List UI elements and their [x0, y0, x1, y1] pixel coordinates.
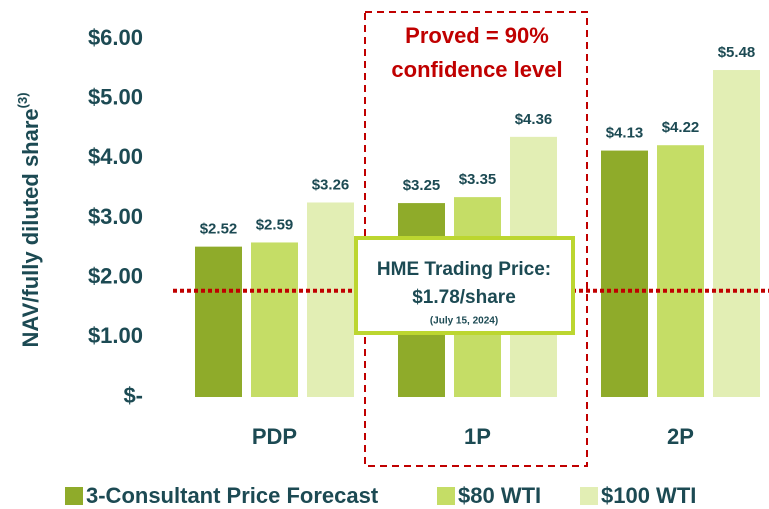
- x-tick-label: PDP: [252, 424, 297, 449]
- y-tick-label: $1.00: [88, 323, 143, 348]
- value-label: $4.22: [662, 119, 700, 136]
- value-label: $3.26: [312, 176, 350, 193]
- legend-label: 3-Consultant Price Forecast: [86, 483, 379, 508]
- value-label: $5.48: [718, 44, 756, 61]
- legend-swatch: [580, 487, 598, 505]
- value-label: $3.25: [403, 177, 441, 194]
- y-axis-title-text: NAV/fully diluted share: [18, 108, 43, 347]
- y-axis-title: NAV/fully diluted share(3): [15, 92, 42, 347]
- bar: [713, 70, 760, 397]
- bar: [307, 202, 354, 397]
- legend-swatch: [437, 487, 455, 505]
- price-label: $1.78/share: [412, 287, 516, 308]
- legend-label: $100 WTI: [601, 483, 696, 508]
- x-tick-label: 1P: [464, 424, 491, 449]
- price-note: (July 15, 2024): [430, 316, 498, 327]
- y-tick-label: $5.00: [88, 84, 143, 109]
- y-tick-label: $3.00: [88, 204, 143, 229]
- annotation: confidence level: [391, 57, 562, 82]
- bar: [657, 145, 704, 397]
- price-box: [354, 236, 575, 335]
- proved-box: [364, 11, 588, 467]
- price-title: HME Trading Price:: [377, 259, 551, 280]
- legend-label: $80 WTI: [458, 483, 541, 508]
- y-tick-label: $2.00: [88, 263, 143, 288]
- legend-swatch: [65, 487, 83, 505]
- value-label: $4.13: [606, 125, 644, 142]
- value-label: $2.59: [256, 216, 294, 233]
- y-tick-label: $6.00: [88, 25, 143, 50]
- value-label: $3.35: [459, 171, 497, 188]
- y-tick-label: $4.00: [88, 144, 143, 169]
- bar: [195, 246, 242, 397]
- bar: [601, 150, 648, 397]
- bar: [251, 242, 298, 397]
- value-label: $2.52: [200, 221, 238, 238]
- y-tick-label: $-: [123, 383, 143, 408]
- annotation: Proved = 90%: [405, 23, 549, 48]
- value-label: $4.36: [515, 111, 553, 128]
- x-tick-label: 2P: [667, 424, 694, 449]
- y-axis-title-sup: (3): [15, 92, 30, 108]
